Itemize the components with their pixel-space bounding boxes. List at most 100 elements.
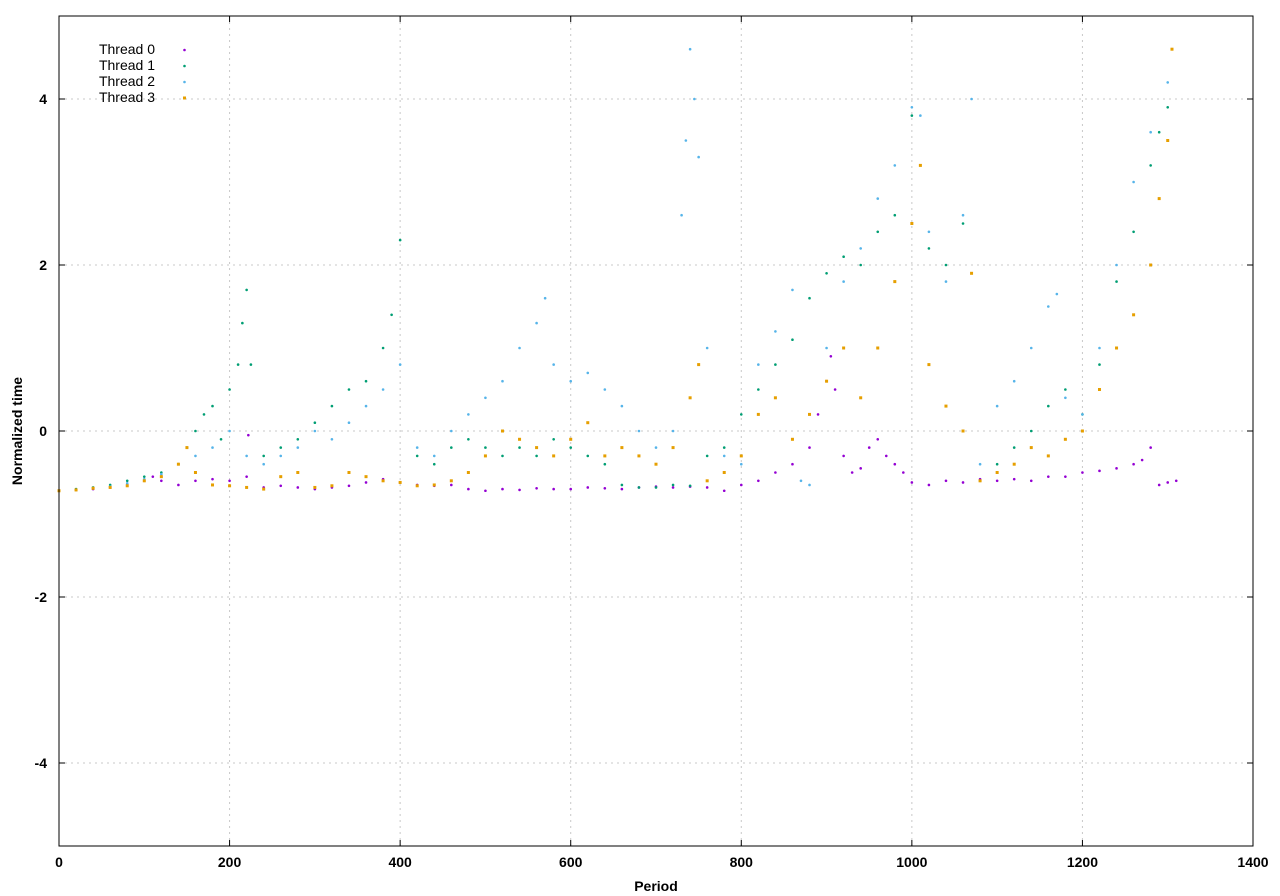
data-point: [910, 114, 914, 117]
data-point: [364, 475, 368, 479]
data-point: [245, 454, 248, 458]
data-point: [467, 487, 470, 491]
data-point: [791, 288, 794, 292]
data-point: [859, 247, 862, 250]
data-point: [1098, 469, 1101, 473]
data-point: [1166, 81, 1170, 84]
data-point: [347, 421, 351, 425]
data-point: [432, 483, 436, 487]
data-point: [893, 213, 897, 217]
x-tick-label: 200: [218, 854, 242, 870]
data-point: [944, 263, 948, 267]
data-point: [1132, 180, 1135, 184]
data-point: [654, 486, 658, 489]
y-tick-label: -4: [35, 755, 48, 771]
data-point: [671, 429, 675, 433]
data-point: [799, 479, 803, 483]
data-point: [842, 346, 846, 350]
data-point: [876, 438, 880, 441]
data-point: [245, 288, 248, 292]
data-point: [296, 438, 300, 441]
data-point: [995, 479, 999, 483]
data-point: [535, 446, 539, 450]
data-point: [688, 396, 692, 400]
data-point: [620, 483, 624, 487]
data-point: [228, 429, 231, 433]
data-point: [501, 487, 504, 491]
data-point: [535, 321, 538, 325]
data-point: [279, 484, 283, 488]
data-point: [842, 255, 845, 258]
legend-marker: [183, 48, 186, 52]
data-point: [228, 388, 231, 391]
data-point: [705, 454, 709, 458]
data-point: [364, 404, 368, 408]
data-point: [330, 484, 334, 488]
data-point: [1063, 437, 1067, 441]
data-point: [211, 446, 214, 449]
data-point: [296, 486, 300, 489]
data-point: [535, 454, 538, 458]
data-point: [829, 355, 833, 358]
data-point: [884, 454, 888, 458]
data-point: [160, 479, 163, 483]
data-point: [927, 483, 931, 487]
x-tick-label: 1400: [1237, 854, 1268, 870]
data-point: [693, 97, 696, 101]
data-point: [1055, 292, 1059, 296]
data-point: [842, 280, 845, 283]
data-point: [859, 467, 862, 470]
series-3: [57, 47, 1174, 493]
data-point: [1149, 446, 1152, 449]
data-point: [142, 475, 146, 478]
data-point: [1098, 346, 1101, 350]
data-point: [808, 412, 812, 416]
data-point: [450, 429, 453, 433]
data-point: [722, 489, 726, 493]
data-point: [961, 429, 965, 433]
data-point: [739, 462, 743, 466]
data-point: [961, 222, 965, 225]
data-point: [774, 471, 777, 474]
data-point: [398, 238, 402, 242]
series-1: [57, 106, 1170, 493]
series-0: [57, 355, 1178, 493]
data-point: [467, 413, 470, 416]
data-point: [228, 479, 231, 483]
data-point: [501, 379, 504, 383]
x-axis-title: Period: [634, 878, 678, 894]
data-point: [262, 454, 265, 458]
data-point: [211, 483, 215, 487]
data-point: [279, 454, 283, 458]
data-point: [1140, 458, 1144, 462]
data-point: [552, 438, 555, 441]
data-point: [586, 454, 590, 458]
data-point: [1012, 477, 1016, 481]
data-point: [620, 487, 624, 491]
data-point: [995, 404, 999, 408]
data-point: [159, 475, 163, 479]
data-point: [1149, 263, 1153, 267]
data-point: [194, 429, 197, 433]
y-tick-label: 2: [39, 257, 47, 273]
data-point: [944, 404, 948, 408]
legend-label: Thread 1: [99, 57, 155, 73]
data-point: [671, 483, 675, 487]
data-point: [654, 446, 658, 449]
data-point: [961, 481, 965, 484]
data-point: [1081, 471, 1084, 474]
legend-marker: [183, 80, 186, 84]
data-point: [688, 484, 692, 488]
data-point: [569, 437, 573, 441]
data-point: [432, 454, 436, 458]
data-point: [757, 363, 760, 366]
data-point: [398, 480, 402, 484]
x-tick-label: 600: [559, 854, 583, 870]
x-tick-label: 400: [388, 854, 412, 870]
data-point: [995, 471, 999, 474]
data-point: [1149, 164, 1152, 167]
data-point: [654, 462, 658, 466]
data-point: [876, 346, 880, 350]
data-point: [893, 280, 897, 284]
